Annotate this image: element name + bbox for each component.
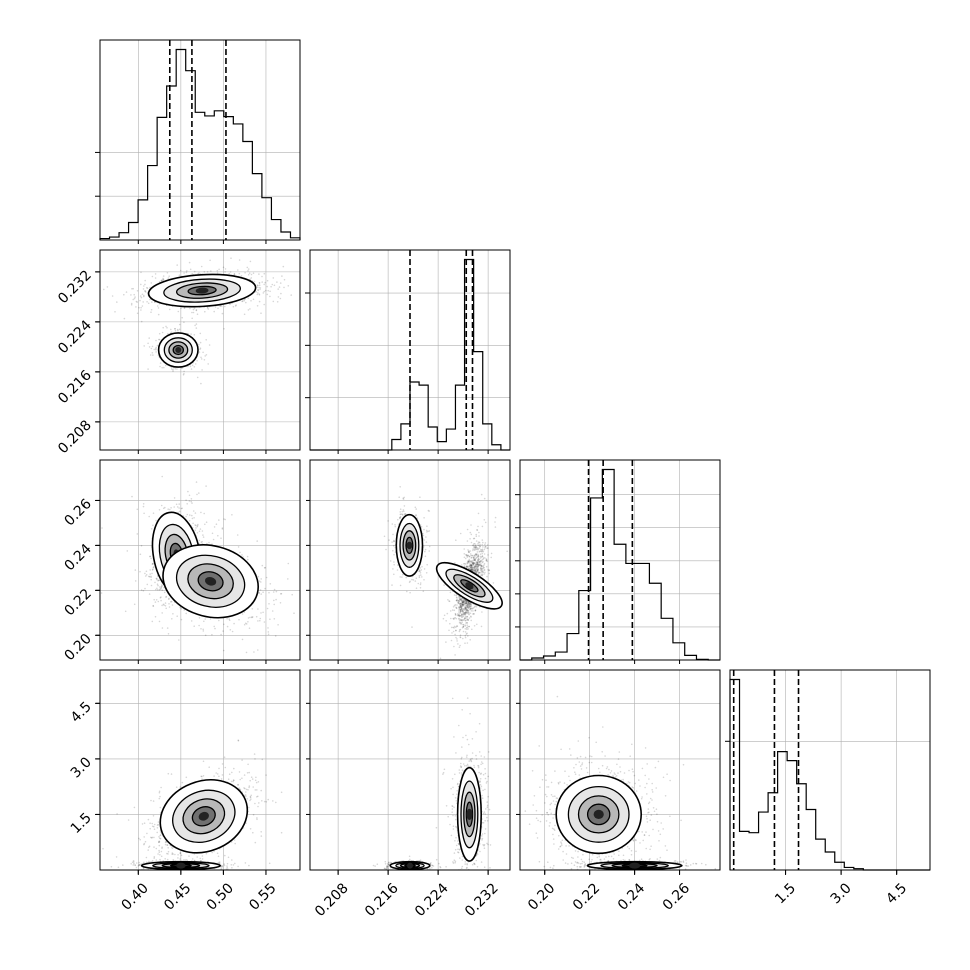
hist-panel-0 <box>95 39 301 241</box>
x-tick-label: 0.232 <box>462 880 502 920</box>
x-tick-label: 3.0 <box>828 880 855 907</box>
hist-panel-3 <box>725 669 931 871</box>
y-tick-label: 4.5 <box>68 699 95 726</box>
panel-frame <box>519 669 721 871</box>
panel-background <box>730 670 930 870</box>
x-tick-label: 0.55 <box>246 880 279 913</box>
x-tick-label: 0.22 <box>570 880 603 913</box>
contour-core <box>406 541 413 550</box>
contour-core <box>629 862 641 869</box>
hist-panel-1 <box>305 249 511 451</box>
contour-core <box>176 862 186 869</box>
panel-background <box>520 460 720 660</box>
x-tick-label: 1.5 <box>772 880 799 907</box>
panel-grid <box>310 250 510 450</box>
panel-frame <box>309 669 511 871</box>
y-tick-label: 1.5 <box>68 810 95 837</box>
y-tick-label: 0.224 <box>55 317 95 357</box>
y-tick-label: 3.0 <box>68 754 95 781</box>
density-contours <box>555 774 683 870</box>
x-tick-label: 0.50 <box>204 880 237 913</box>
contour-core <box>466 808 473 821</box>
histogram-step <box>99 48 301 240</box>
x-tick-label: 0.208 <box>312 880 352 920</box>
x-tick-label: 0.20 <box>525 880 558 913</box>
x-tick-label: 0.24 <box>615 880 648 913</box>
panel-0-1 <box>99 249 301 451</box>
density-contours <box>140 779 249 870</box>
histogram-step <box>520 468 720 661</box>
x-tick-label: 0.26 <box>660 880 693 913</box>
panel-frame <box>309 459 511 661</box>
density-contours <box>151 511 260 619</box>
contour-core <box>175 347 182 353</box>
panel-frame <box>729 669 931 871</box>
panel-background <box>100 40 300 240</box>
y-tick-label: 0.24 <box>61 541 94 574</box>
contour-core <box>198 811 209 821</box>
x-tick-label: 0.224 <box>412 880 452 920</box>
y-tick-label: 0.208 <box>55 417 95 457</box>
x-tick-label: 4.5 <box>883 880 910 907</box>
contour-core <box>465 582 474 590</box>
panel-1-2 <box>309 459 511 661</box>
density-contours <box>147 273 257 368</box>
panel-grid <box>730 670 930 870</box>
x-tick-label: 0.45 <box>161 880 194 913</box>
x-tick-label: 0.216 <box>362 880 402 920</box>
panel-frame <box>99 249 301 451</box>
y-tick-label: 0.216 <box>55 367 95 407</box>
panel-2-3 <box>519 669 721 871</box>
panel-frame <box>99 459 301 661</box>
panel-grid <box>520 460 720 660</box>
y-tick-label: 0.26 <box>61 496 94 529</box>
panel-grid <box>310 670 510 870</box>
panel-grid <box>100 670 300 870</box>
panel-0-2 <box>99 459 301 661</box>
panel-frame <box>519 459 721 661</box>
contour-core <box>593 809 604 820</box>
panel-frame <box>309 249 511 451</box>
panel-frame <box>99 39 301 241</box>
density-contours <box>395 513 503 610</box>
contour-core <box>407 862 413 869</box>
panel-1-3 <box>309 669 511 871</box>
y-tick-label: 0.22 <box>61 586 94 619</box>
contour-core <box>195 287 209 294</box>
density-contours <box>389 766 483 870</box>
y-tick-label: 0.20 <box>61 631 94 664</box>
hist-panel-2 <box>515 459 721 661</box>
y-tick-label: 0.232 <box>55 267 95 307</box>
panel-frame <box>99 669 301 871</box>
panel-0-3 <box>99 669 301 871</box>
contour-core <box>204 576 217 586</box>
x-tick-label: 0.40 <box>119 880 152 913</box>
